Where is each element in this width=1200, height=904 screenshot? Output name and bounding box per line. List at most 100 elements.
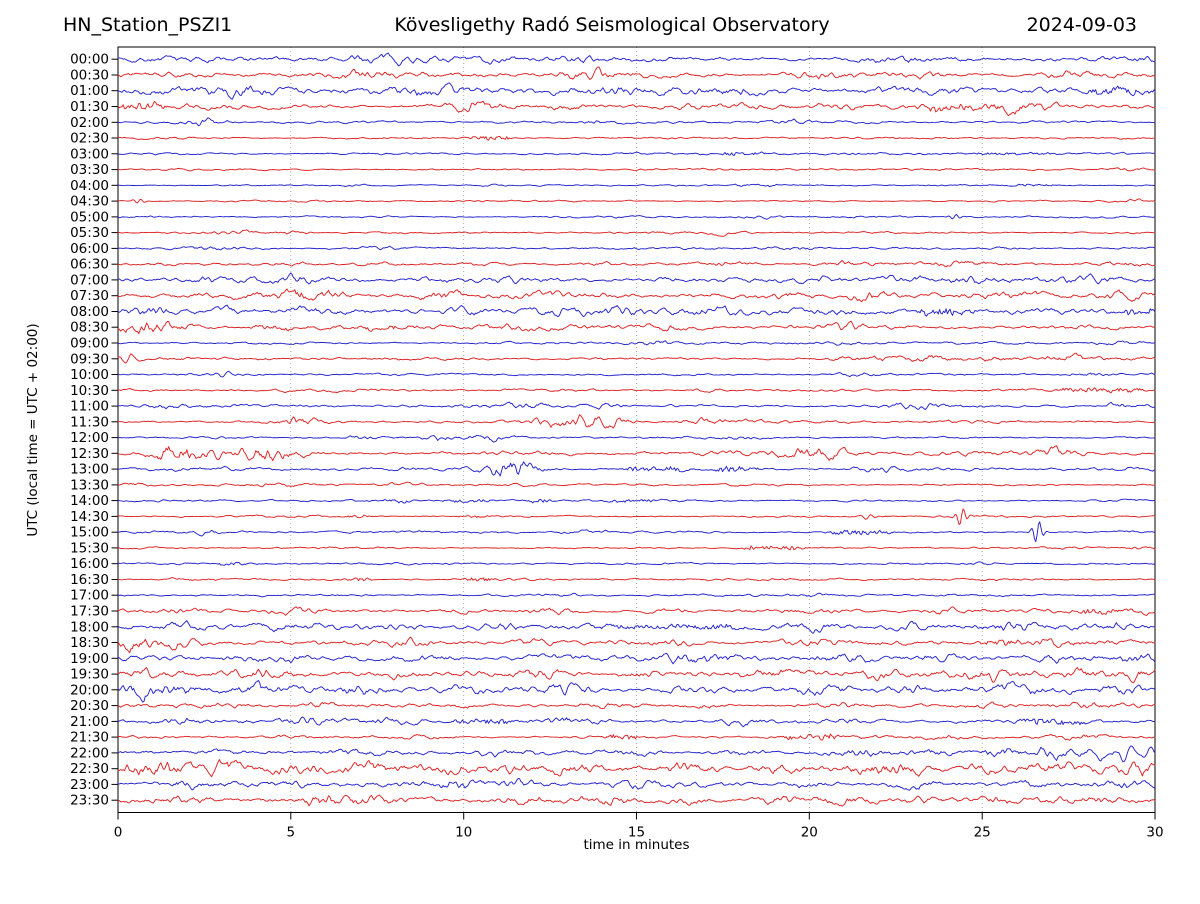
y-tick-label: 13:30 bbox=[70, 477, 109, 493]
y-tick-label: 20:00 bbox=[70, 682, 109, 698]
x-tick-label: 10 bbox=[455, 825, 472, 841]
y-tick-label: 02:00 bbox=[70, 115, 109, 131]
trace-19:30 bbox=[117, 667, 1156, 684]
trace-08:00 bbox=[117, 304, 1156, 318]
trace-00:30 bbox=[117, 66, 1156, 81]
trace-03:00 bbox=[117, 151, 1156, 157]
trace-02:00 bbox=[117, 117, 1156, 127]
y-tick-label: 08:00 bbox=[70, 304, 109, 320]
y-tick-label: 03:30 bbox=[70, 162, 109, 178]
plot-border bbox=[117, 46, 1156, 813]
trace-14:00 bbox=[117, 498, 1156, 504]
y-tick-label: 08:30 bbox=[70, 320, 109, 336]
trace-09:30 bbox=[117, 352, 1156, 364]
trace-09:00 bbox=[117, 340, 1156, 346]
trace-05:30 bbox=[117, 229, 1156, 237]
x-axis-ticks: 0 5 10 15 20 25 30 bbox=[114, 812, 1164, 841]
trace-11:30 bbox=[117, 414, 1156, 429]
trace-12:00 bbox=[117, 434, 1156, 443]
y-axis-label: UTC (local time = UTC + 02:00) bbox=[25, 323, 41, 537]
trace-01:30 bbox=[117, 100, 1156, 116]
y-tick-label: 06:00 bbox=[70, 241, 109, 257]
y-tick-label: 04:00 bbox=[70, 178, 109, 194]
trace-14:30 bbox=[117, 508, 1156, 526]
trace-21:30 bbox=[117, 733, 1156, 741]
y-tick-label: 14:00 bbox=[70, 493, 109, 509]
y-tick-label: 20:30 bbox=[70, 698, 109, 714]
y-tick-label: 14:30 bbox=[70, 509, 109, 525]
trace-04:30 bbox=[117, 198, 1156, 204]
title-row: HN_Station_PSZI1 Kövesligethy Radó Seism… bbox=[0, 14, 1200, 42]
y-tick-label: 11:00 bbox=[70, 399, 109, 415]
y-tick-label: 15:00 bbox=[70, 525, 109, 541]
trace-10:30 bbox=[117, 387, 1156, 394]
y-tick-label: 07:00 bbox=[70, 272, 109, 288]
y-axis-ticks: 00:0000:3001:0001:3002:0002:3003:0003:30… bbox=[70, 52, 118, 809]
y-tick-label: 12:00 bbox=[70, 430, 109, 446]
y-tick-label: 00:30 bbox=[70, 68, 109, 84]
x-tick-label: 30 bbox=[1146, 825, 1163, 841]
trace-15:00 bbox=[117, 521, 1156, 543]
x-tick-label: 20 bbox=[801, 825, 818, 841]
trace-17:00 bbox=[117, 592, 1156, 598]
traces bbox=[117, 52, 1156, 807]
date-title: 2024-09-03 bbox=[1026, 14, 1137, 36]
trace-20:30 bbox=[117, 701, 1156, 710]
y-tick-label: 06:30 bbox=[70, 257, 109, 273]
y-tick-label: 02:30 bbox=[70, 131, 109, 147]
y-tick-label: 09:30 bbox=[70, 351, 109, 367]
y-tick-label: 16:00 bbox=[70, 556, 109, 572]
grid-lines bbox=[290, 47, 983, 813]
trace-17:30 bbox=[117, 606, 1156, 616]
trace-05:00 bbox=[117, 214, 1156, 220]
trace-18:30 bbox=[117, 636, 1156, 654]
observatory-title: Kövesligethy Radó Seismological Observat… bbox=[394, 14, 830, 36]
y-tick-label: 05:30 bbox=[70, 225, 109, 241]
x-tick-label: 0 bbox=[114, 825, 123, 841]
y-tick-label: 01:30 bbox=[70, 99, 109, 115]
y-tick-label: 10:30 bbox=[70, 383, 109, 399]
trace-08:30 bbox=[117, 320, 1156, 335]
trace-06:00 bbox=[117, 245, 1156, 251]
y-tick-label: 15:30 bbox=[70, 540, 109, 556]
trace-21:00 bbox=[117, 716, 1156, 728]
trace-20:00 bbox=[117, 679, 1156, 703]
y-tick-label: 19:00 bbox=[70, 651, 109, 667]
trace-01:00 bbox=[117, 82, 1156, 100]
y-tick-label: 22:00 bbox=[70, 745, 109, 761]
trace-06:30 bbox=[117, 260, 1156, 268]
y-tick-label: 11:30 bbox=[70, 414, 109, 430]
station-title: HN_Station_PSZI1 bbox=[63, 14, 233, 36]
y-tick-label: 05:00 bbox=[70, 209, 109, 225]
trace-19:00 bbox=[117, 652, 1156, 665]
y-tick-label: 17:30 bbox=[70, 604, 109, 620]
x-tick-label: 5 bbox=[287, 825, 296, 841]
trace-12:30 bbox=[117, 445, 1156, 462]
x-axis-label: time in minutes bbox=[583, 837, 690, 853]
trace-03:30 bbox=[117, 167, 1156, 172]
trace-16:00 bbox=[117, 561, 1156, 566]
trace-22:00 bbox=[117, 745, 1156, 763]
trace-00:00 bbox=[117, 52, 1156, 67]
trace-22:30 bbox=[117, 759, 1156, 778]
trace-13:00 bbox=[117, 461, 1156, 477]
y-tick-label: 13:00 bbox=[70, 462, 109, 478]
x-tick-label: 25 bbox=[974, 825, 991, 841]
y-tick-label: 16:30 bbox=[70, 572, 109, 588]
y-tick-label: 01:00 bbox=[70, 83, 109, 99]
y-tick-label: 00:00 bbox=[70, 52, 109, 68]
y-tick-label: 10:00 bbox=[70, 367, 109, 383]
y-tick-label: 18:00 bbox=[70, 619, 109, 635]
x-tick-label: 15 bbox=[628, 825, 645, 841]
trace-02:30 bbox=[117, 135, 1156, 141]
trace-23:00 bbox=[117, 777, 1156, 791]
y-tick-label: 07:30 bbox=[70, 288, 109, 304]
trace-04:00 bbox=[117, 183, 1156, 188]
y-tick-label: 21:00 bbox=[70, 714, 109, 730]
trace-16:30 bbox=[117, 577, 1156, 582]
y-tick-label: 18:30 bbox=[70, 635, 109, 651]
y-tick-label: 22:30 bbox=[70, 761, 109, 777]
trace-23:30 bbox=[117, 794, 1156, 807]
